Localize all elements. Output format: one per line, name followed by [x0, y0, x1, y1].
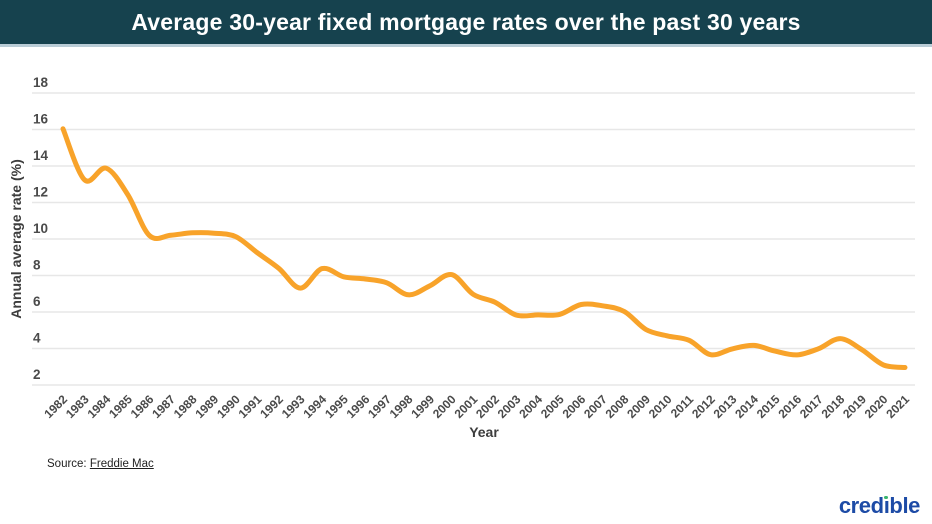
x-tick-label: 2015 — [754, 392, 783, 421]
x-tick-label: 2003 — [495, 392, 524, 421]
x-tick-label: 2002 — [473, 392, 502, 421]
logo-letter-i: ı — [884, 495, 890, 517]
x-tick-label: 1991 — [236, 392, 265, 421]
x-tick-label: 2007 — [581, 392, 610, 421]
x-tick-label: 2004 — [516, 392, 545, 421]
x-tick-label: 1999 — [408, 392, 437, 421]
credible-logo: credı ble — [838, 493, 921, 518]
x-tick-label: 1987 — [149, 392, 178, 421]
y-axis-title: Annual average rate (%) — [8, 159, 24, 319]
source-prefix-label: Source: — [47, 458, 87, 470]
x-tick-label: 2013 — [711, 392, 740, 421]
x-tick-label: 1983 — [63, 392, 92, 421]
y-tick-label: 2 — [33, 367, 41, 382]
x-tick-label: 2010 — [646, 392, 675, 421]
x-tick-label: 2000 — [430, 392, 459, 421]
rate-line-series — [60, 126, 908, 370]
x-tick-label: 2006 — [560, 392, 589, 421]
x-tick-label: 1985 — [106, 392, 135, 421]
y-tick-label: 4 — [33, 331, 41, 346]
x-tick-label: 2021 — [883, 392, 912, 421]
x-tick-label: 1993 — [279, 392, 308, 421]
source-link-freddie-mac[interactable]: Freddie Mac — [89, 458, 154, 470]
x-tick-label: 1994 — [300, 392, 329, 421]
x-tick-label: 2009 — [624, 392, 653, 421]
y-tick-label: 10 — [33, 221, 48, 236]
x-tick-label: 1989 — [192, 392, 221, 421]
chart-title-bar: Average 30-year fixed mortgage rates ove… — [0, 0, 932, 47]
x-tick-label: 2017 — [797, 392, 826, 421]
page-title: Average 30-year fixed mortgage rates ove… — [131, 8, 801, 35]
x-tick-label: 2011 — [668, 392, 697, 421]
y-tick-label: 6 — [33, 294, 41, 309]
x-tick-label: 2020 — [862, 392, 891, 421]
x-tick-label: 2019 — [840, 392, 869, 421]
x-tick-label: 1988 — [171, 392, 200, 421]
logo-i-stem: ı — [883, 493, 890, 518]
x-tick-label: 1982 — [41, 392, 70, 421]
x-tick-label: 1996 — [344, 392, 373, 421]
x-tick-label: 1986 — [128, 392, 157, 421]
x-tick-label: 1995 — [322, 392, 351, 421]
x-tick-label: 2018 — [819, 392, 848, 421]
y-tick-label: 18 — [33, 75, 49, 90]
y-tick-label: 12 — [33, 185, 48, 200]
x-tick-label: 2001 — [452, 392, 481, 421]
x-tick-label: 1984 — [85, 392, 114, 421]
y-tick-label: 14 — [33, 148, 49, 163]
y-tick-label: 16 — [33, 112, 49, 127]
x-tick-label: 1992 — [257, 392, 286, 421]
logo-green-dot-icon — [884, 495, 889, 500]
x-tick-label: 2008 — [603, 392, 632, 421]
x-tick-label: 2005 — [538, 392, 567, 421]
x-tick-label: 1990 — [214, 392, 243, 421]
x-tick-label: 1997 — [365, 392, 394, 421]
x-tick-label: 2012 — [689, 392, 718, 421]
logo-text-post: ble — [889, 493, 920, 518]
x-tick-label: 1998 — [387, 392, 416, 421]
logo-text-pre: cred — [838, 493, 884, 518]
x-axis-title: Year — [469, 424, 499, 440]
x-tick-label: 2016 — [775, 392, 804, 421]
source-attribution: Source: Freddie Mac — [47, 458, 154, 470]
y-tick-label: 8 — [33, 258, 41, 273]
x-tick-label: 2014 — [732, 392, 761, 421]
